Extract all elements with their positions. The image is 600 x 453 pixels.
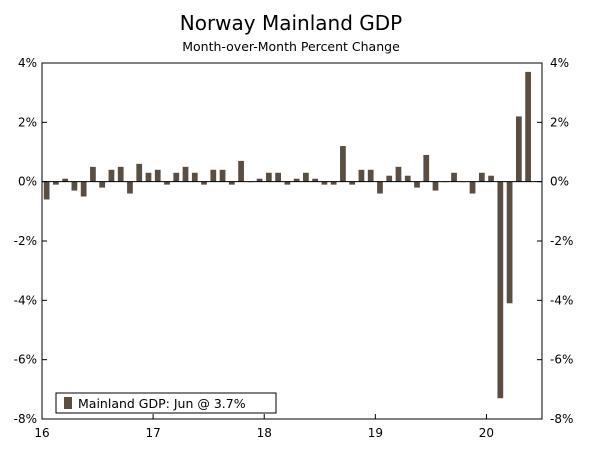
y-tick-label-right: 0% [550,175,569,189]
bar [386,175,393,182]
bar [367,169,374,182]
bar [90,166,96,182]
x-tick-label: 20 [479,426,494,440]
bar [191,172,198,182]
bar [414,181,420,188]
y-tick-label-right: -4% [550,293,573,307]
bar [515,116,522,182]
bar [284,181,291,185]
y-tick-label-right: -2% [550,234,573,248]
y-tick-label-left: -4% [14,293,37,307]
bar [210,169,217,182]
bar [145,172,152,182]
legend: Mainland GDP: Jun @ 3.7% [55,392,277,414]
bar [173,172,180,182]
bar [395,166,402,182]
bar [127,181,133,194]
bar [43,181,50,200]
bar [340,146,346,182]
bar [164,181,170,185]
y-tick-label-left: 4% [18,56,37,70]
bar [377,181,383,194]
y-tick-label-right: -8% [550,412,573,426]
bar [228,181,235,185]
x-tick-label: 17 [145,426,160,440]
bar [432,181,439,191]
bar [469,181,476,194]
plot-area [41,62,543,420]
bar [219,169,226,182]
bars [43,71,531,399]
bar [506,181,513,304]
bar [136,163,143,182]
bar [423,154,430,182]
x-tick-label: 16 [34,426,49,440]
bar [62,178,69,182]
bar [53,181,59,185]
y-tick-label-left: -8% [14,412,37,426]
x-axis: 16 17 18 19 20 [34,414,494,440]
bar [478,172,485,182]
bar [330,181,337,185]
legend-swatch [64,397,72,409]
bar [275,172,281,182]
y-tick-label-left: -2% [14,234,37,248]
bar [404,175,411,182]
bar [80,181,87,197]
bar [349,181,356,185]
chart-title: Norway Mainland GDP [180,11,402,35]
y-tick-label-left: -6% [14,353,37,367]
bar [71,181,78,191]
bar [108,169,115,182]
bar [256,178,263,182]
y-tick-label-right: 2% [550,115,569,129]
left-axis: 4% 2% 0% -2% -4% -6% -8% [14,56,47,426]
bar [488,175,494,182]
bar [201,181,207,185]
bar [293,178,300,182]
bar [321,181,328,185]
bar [497,181,504,399]
y-tick-label-left: 0% [18,175,37,189]
bar [182,166,189,182]
bar [312,178,319,182]
x-tick-label: 19 [368,426,383,440]
bar [238,160,244,182]
y-tick-label-left: 2% [18,115,37,129]
bar [99,181,106,188]
x-tick-label: 18 [257,426,272,440]
y-tick-label-right: 4% [550,56,569,70]
legend-box [55,392,277,414]
y-tick-label-right: -6% [550,353,573,367]
bar [154,169,161,182]
bar [117,166,124,182]
right-axis: 4% 2% 0% -2% -4% -6% -8% [537,56,573,426]
bar [451,172,457,182]
bar [525,71,531,182]
bar [303,172,309,182]
bar [265,172,272,182]
chart-subtitle: Month-over-Month Percent Change [182,39,400,54]
legend-label: Mainland GDP: Jun @ 3.7% [78,396,246,411]
bar [358,169,365,182]
